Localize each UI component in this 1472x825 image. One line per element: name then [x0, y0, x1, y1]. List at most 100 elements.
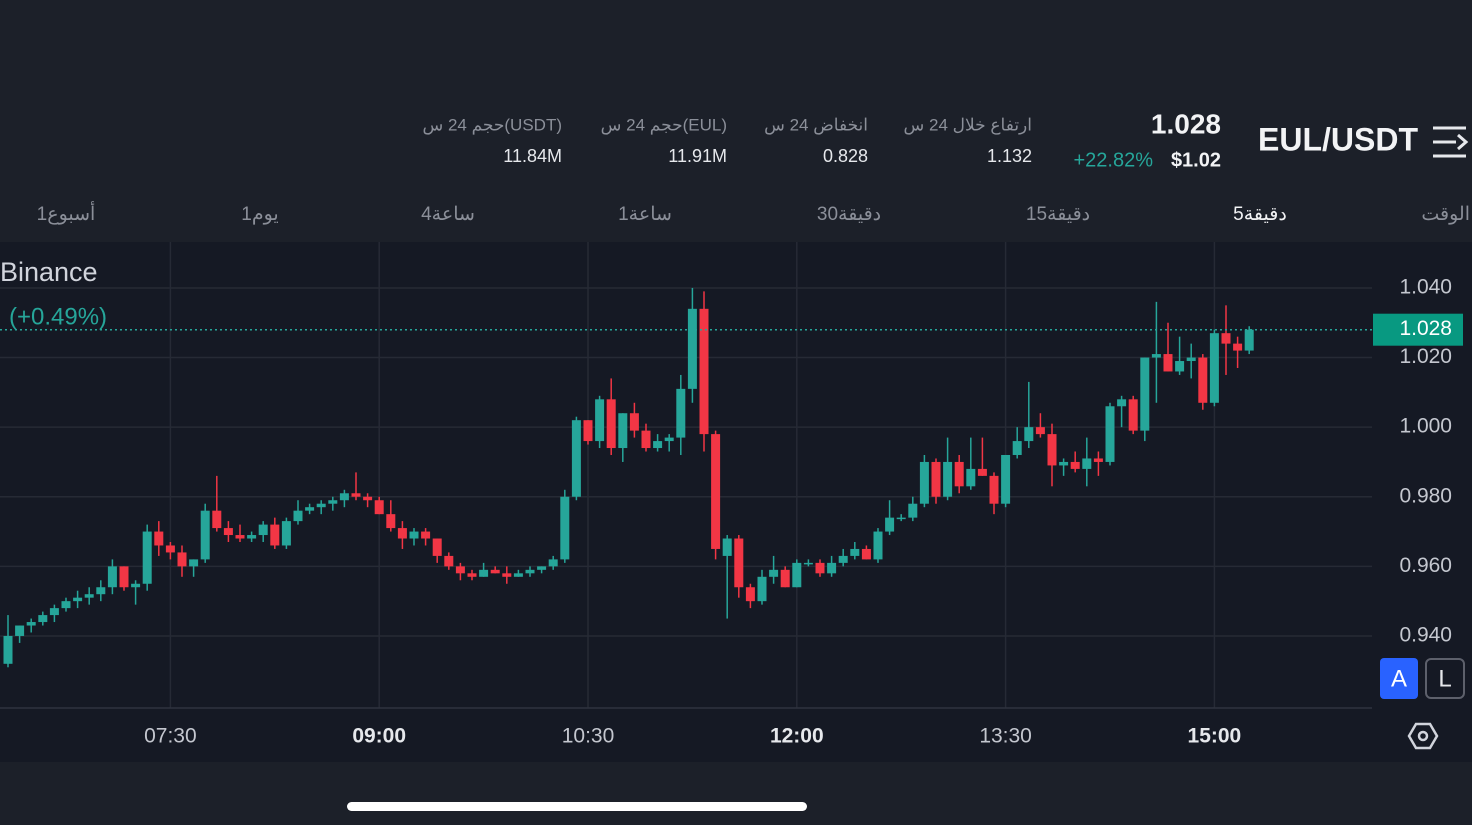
settings-icon-center [1417, 730, 1429, 742]
candle-body [49, 608, 59, 616]
auto-button-label[interactable]: A [1391, 665, 1407, 692]
candle-body [1198, 357, 1208, 403]
candle-body [142, 531, 152, 584]
stat-value: 11.91M [668, 146, 727, 166]
candle-body [513, 573, 523, 577]
candle-body [1093, 458, 1103, 462]
settings-icon[interactable] [1407, 722, 1439, 750]
timeframe-tab[interactable]: 1أسبوع [37, 200, 96, 225]
timeframe-tab[interactable]: 15دقيقة [1026, 204, 1090, 225]
timeframe-tab[interactable]: 4ساعة [421, 204, 475, 225]
candle-body [1128, 399, 1138, 431]
auto-button[interactable] [1380, 658, 1418, 699]
candle-body [641, 430, 651, 449]
candle-body [502, 573, 512, 577]
candle-body [1059, 461, 1069, 466]
candle-body [339, 493, 349, 501]
candle-body [769, 569, 779, 577]
candle-body [467, 573, 477, 577]
candle-body [908, 503, 918, 518]
menu-icon[interactable] [1433, 126, 1469, 158]
candle-body [1082, 458, 1092, 469]
x-tick-label: 15:00 [1188, 725, 1242, 748]
source: Binance [0, 257, 98, 287]
candle-body [444, 555, 454, 567]
last-price-box [1373, 313, 1463, 346]
chart-background [0, 242, 1472, 762]
candle-body [177, 552, 187, 567]
y-tick-label: 0.960 [1399, 554, 1452, 577]
candle-body [1186, 357, 1196, 362]
stat-label: حجم 24 س(EUL) [601, 115, 727, 135]
candle-body [1163, 354, 1173, 372]
candle-body [827, 562, 837, 574]
candle-body [1117, 399, 1127, 407]
candle-body [885, 517, 895, 532]
candle-body [699, 308, 709, 435]
candle-body [606, 399, 616, 449]
candle-body [1035, 427, 1045, 435]
candle-body [73, 597, 83, 602]
candle-body [270, 524, 280, 546]
candle-body [119, 566, 129, 588]
change: +22.82% [1073, 149, 1153, 171]
candle-body [455, 566, 465, 574]
candle-body [421, 531, 431, 539]
candle-body [154, 531, 164, 546]
log-button-label[interactable]: L [1438, 665, 1451, 692]
stat-label: حجم 24 س(USDT) [422, 115, 562, 135]
candle-body [618, 413, 628, 449]
candle-body [386, 514, 396, 529]
stat-value: 1.132 [987, 146, 1032, 166]
candle-body [1024, 427, 1034, 442]
candle-body [1244, 329, 1254, 351]
candle-body [537, 566, 547, 570]
candle-body [711, 434, 721, 549]
log-button[interactable] [1425, 658, 1465, 699]
candle-body [687, 308, 697, 389]
candle-body [200, 510, 210, 560]
plot: 0.940 0.960 0.980 1.000 1.020 1.040 07:30 09:00… [0, 242, 1463, 748]
candle-body [189, 559, 199, 567]
candle-body [977, 468, 987, 476]
candle-body [1140, 357, 1150, 431]
candle-body [629, 413, 639, 431]
candle-body [803, 562, 813, 565]
home-indicator [347, 802, 807, 811]
timeframe-tab[interactable]: 1ساعة [618, 204, 672, 225]
candle-body [38, 615, 48, 623]
candle-body [432, 538, 442, 556]
price: 1.028 [1151, 108, 1221, 139]
candle-body [1175, 361, 1185, 372]
timeframe-tab[interactable]: 30دقيقة [817, 204, 881, 225]
timeframe-tab[interactable]: 5دقيقة [1233, 204, 1287, 225]
candle-body [328, 500, 338, 504]
candle-body [734, 538, 744, 588]
candle-body [757, 576, 767, 602]
candle-body [316, 503, 326, 508]
candle-body [1221, 333, 1231, 344]
candle-body [490, 569, 500, 574]
candle-body [235, 535, 245, 539]
pair[interactable]: EUL/USDT [1258, 121, 1418, 157]
usd-price: $1.02 [1171, 149, 1221, 171]
timeframe-tab[interactable]: 1يوم [241, 204, 278, 225]
candle-body [548, 559, 558, 567]
x-tick-label: 07:30 [144, 725, 197, 748]
candle-body [293, 510, 303, 522]
candle-body [525, 569, 535, 574]
candle-body [873, 531, 883, 560]
candle-body [989, 475, 999, 504]
x-tick-label: 10:30 [562, 725, 615, 748]
y-tick-label: 1.000 [1399, 415, 1452, 438]
candle-body [165, 545, 175, 553]
candle-body [1047, 434, 1057, 466]
candle-body [1105, 406, 1115, 462]
stat-label: انخفاض 24 س [764, 115, 868, 135]
candle-body [96, 587, 106, 595]
candle-body [1209, 333, 1219, 403]
candle-body [896, 517, 906, 520]
x-tick-label: 12:00 [770, 725, 824, 748]
candle-body [931, 461, 941, 497]
candle-body [653, 441, 663, 449]
